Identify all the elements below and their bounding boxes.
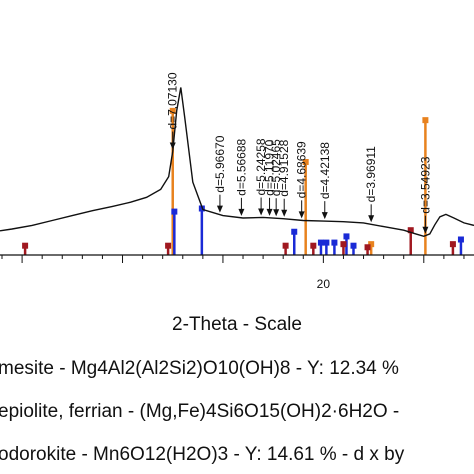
peak-label: d=5.24258 [254,138,268,195]
peak-label: d=7.07130 [166,72,180,129]
reference-stick-cap-phase1 [422,117,429,124]
peak-label: d=5.02465 [269,139,283,196]
peak-label: d=3.96911 [364,146,378,202]
reference-stick-cap-phase2 [317,239,324,246]
reference-stick-cap-phase1 [169,107,176,114]
peak-marker-arrowhead [266,208,273,216]
legend-entry-clinochlore: mesite - Mg4Al2(Al2Si2)O10(OH)8 - Y: 12.… [0,358,399,379]
peak-label: d=4.68639 [295,141,309,198]
legend-entry-todorokite: odorokite - Mn6O12(H2O)3 - Y: 14.61 % - … [0,444,405,465]
reference-stick-cap-phase3 [364,244,371,251]
peak-marker-arrowhead [216,205,223,213]
peak-marker-arrowhead [258,208,265,216]
reference-stick-cap-phase3 [165,242,172,249]
x-tick-label: 20 [317,277,331,291]
reference-stick-cap-phase3 [449,241,456,248]
xrd-plot: d=7.07130 d=5.96670 d=5.56688 d=5.24258d=5.… [0,72,474,291]
reference-stick-cap-phase2 [343,233,350,240]
peak-annotations: d=7.07130 d=5.96670 d=5.56688 d=5.24258d=5.… [166,72,432,234]
peak-label: d=3.54923 [418,156,432,213]
peak-marker-arrowhead [169,142,176,150]
peak-marker-arrowhead [281,209,288,217]
legend-entry-sepiolite: epiolite, ferrian - (Mg,Fe)4Si6O15(OH)2·… [0,401,400,422]
peak-marker-arrowhead [238,208,245,216]
peak-label: d=4.42138 [318,142,332,199]
peak-label: d=5.56688 [234,138,248,195]
peak-marker-arrowhead [368,215,375,223]
reference-stick-cap-phase2 [291,228,298,235]
reference-stick-cap-phase3 [407,227,414,234]
peak-marker-arrowhead [321,212,328,220]
reference-stick-cap-phase2 [323,239,330,246]
reference-stick-cap-phase3 [340,241,347,248]
reference-stick-cap-phase3 [310,242,317,249]
peak-label: d=4.91528 [277,139,291,196]
peak-marker-arrowhead [422,226,429,234]
reference-sticks [22,107,464,255]
reference-stick-cap-phase3 [22,242,29,249]
reference-stick-cap-phase1 [302,159,309,165]
reference-stick-cap-phase3 [282,242,289,249]
reference-stick-cap-phase1 [368,241,375,248]
peak-label: d=5.11970 [263,139,277,195]
peak-marker-arrowhead [273,209,280,217]
reference-stick-cap-phase2 [331,239,338,246]
x-axis-ticks: 20 [1,255,465,291]
x-axis-label: 2-Theta - Scale [172,314,302,335]
peak-label: d=5.96670 [213,135,227,192]
peak-marker-arrowhead [298,211,305,219]
reference-stick-cap-phase2 [171,208,178,215]
reference-stick-cap-phase2 [350,242,357,249]
diffraction-pattern-line [0,87,474,238]
reference-stick-cap-phase2 [457,236,464,243]
